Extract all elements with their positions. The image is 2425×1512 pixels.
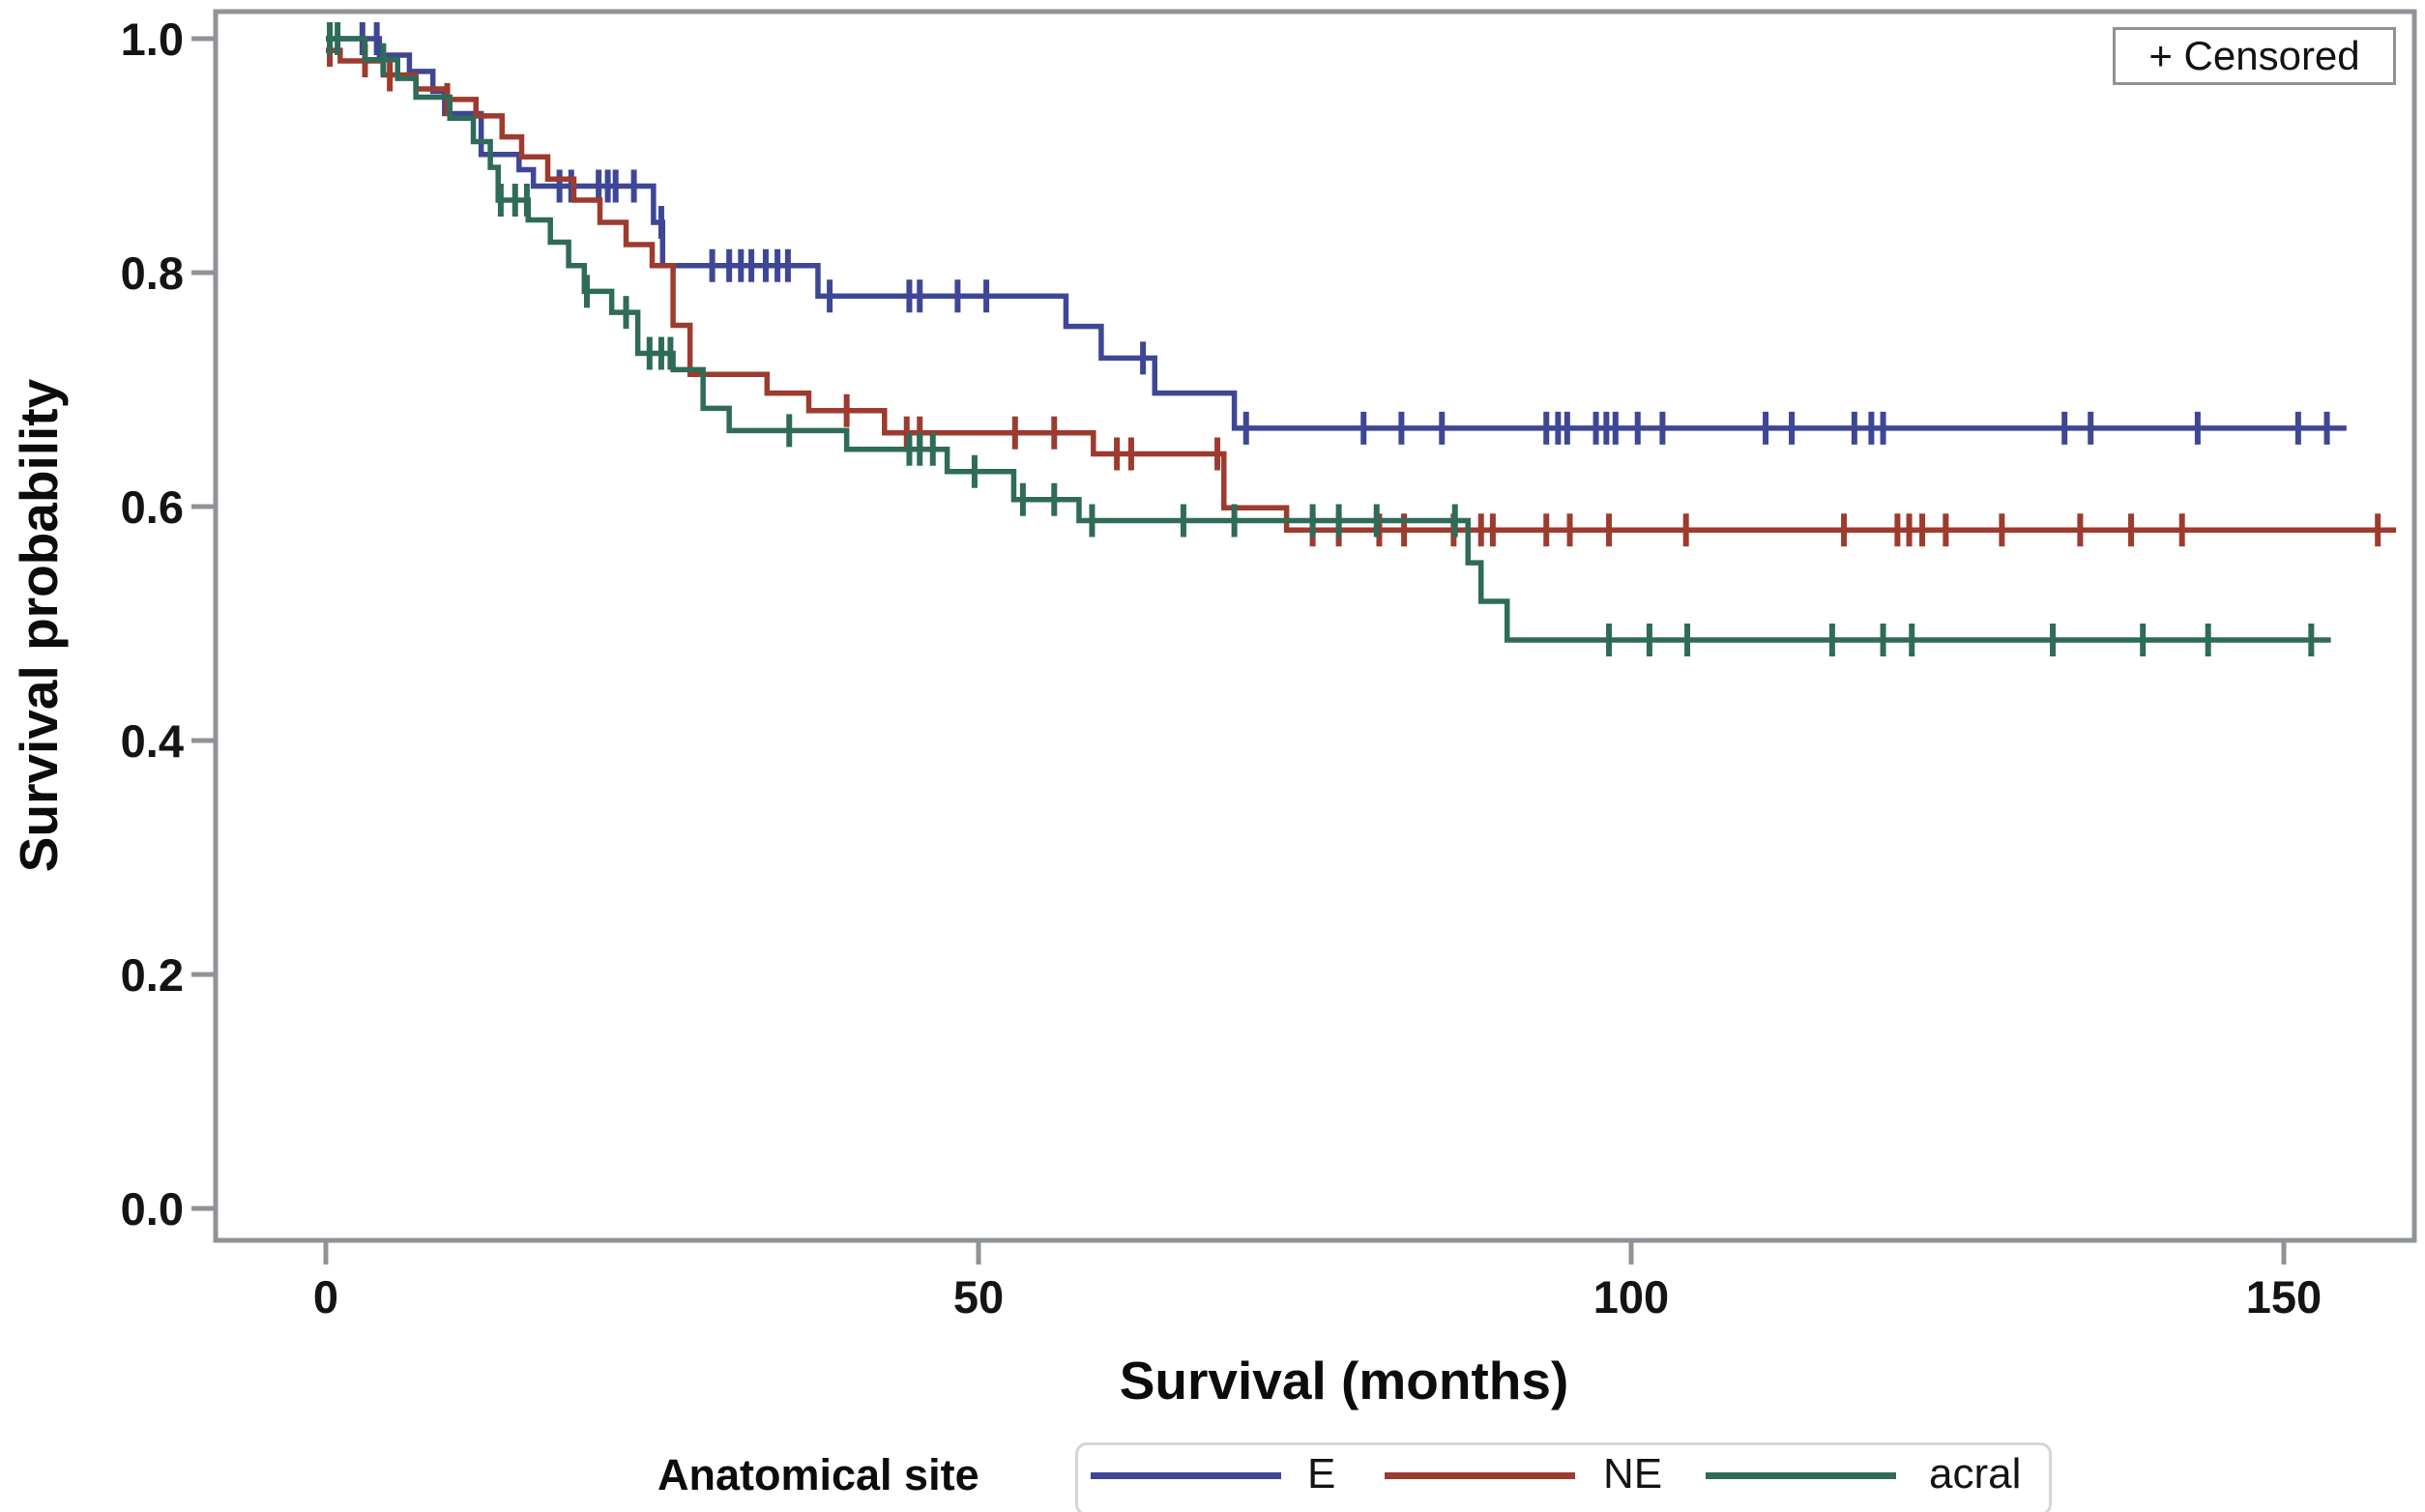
y-tick-label: 1.0 — [121, 14, 184, 65]
y-tick-label: 0.6 — [121, 481, 184, 533]
y-tick-label: 0.0 — [121, 1183, 184, 1235]
legend-label-acral: acral — [1929, 1450, 2022, 1497]
x-tick-label: 100 — [1593, 1271, 1669, 1323]
x-tick-label: 50 — [953, 1271, 1004, 1323]
survival-curve-E — [326, 36, 2347, 431]
legend-border-box — [1075, 1442, 2052, 1512]
y-axis-title: Survival probability — [9, 378, 69, 873]
censored-legend-box: + Censored — [2113, 27, 2396, 85]
legend-label-E: E — [1307, 1450, 1336, 1497]
survival-curve-acral — [326, 36, 2331, 643]
x-tick-label: 150 — [2246, 1271, 2322, 1323]
legend-line-E — [1091, 1472, 1281, 1479]
plot-frame — [213, 9, 2417, 1243]
x-tick-label: 0 — [313, 1271, 338, 1323]
x-axis-title: Survival (months) — [1119, 1351, 1569, 1410]
censored-label: + Censored — [2148, 33, 2360, 78]
legend-line-NE — [1385, 1472, 1575, 1479]
y-tick-label: 0.2 — [121, 949, 184, 1001]
legend-line-acral — [1706, 1472, 1896, 1479]
legend-label-NE: NE — [1603, 1450, 1663, 1497]
survival-curve-NE — [326, 47, 2397, 533]
legend-title: Anatomical site — [657, 1450, 979, 1499]
y-tick-label: 0.8 — [121, 247, 184, 299]
y-tick-label: 0.4 — [121, 715, 184, 767]
